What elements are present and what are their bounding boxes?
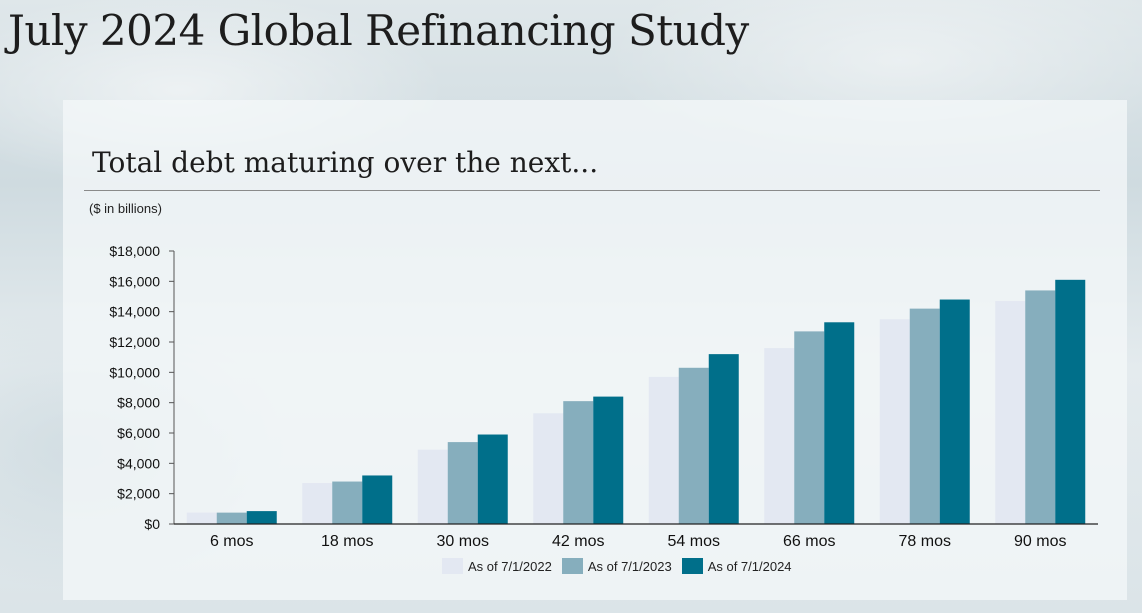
y-tick-label: $6,000 [117, 425, 160, 441]
bar [648, 376, 679, 524]
bar [939, 299, 970, 524]
bar [216, 512, 247, 524]
x-category-label: 18 mos [321, 533, 373, 550]
x-category-label: 66 mos [783, 533, 835, 550]
chart-title: Total debt maturing over the next... [92, 146, 599, 179]
y-tick-label: $4,000 [117, 455, 160, 471]
bar [708, 354, 739, 524]
bar [563, 401, 594, 524]
legend-label: As of 7/1/2024 [707, 558, 792, 574]
y-tick-label: $16,000 [109, 273, 160, 289]
x-category-label: 42 mos [552, 533, 604, 550]
bar [824, 322, 855, 524]
bar [1025, 290, 1056, 524]
legend-item: As of 7/1/2024 [681, 558, 792, 574]
x-category-label: 30 mos [437, 533, 489, 550]
y-tick-label: $14,000 [109, 304, 160, 320]
bar [362, 475, 393, 524]
bar [417, 449, 448, 524]
bar [302, 483, 333, 524]
bar [794, 331, 825, 524]
bar [477, 434, 508, 524]
legend-item: As of 7/1/2022 [442, 558, 552, 574]
chart-legend: As of 7/1/2022 As of 7/1/2023 As of 7/1/20… [442, 558, 802, 574]
bar [533, 413, 564, 524]
x-category-label: 78 mos [899, 533, 951, 550]
y-tick-label: $12,000 [109, 334, 160, 350]
page-title: July 2024 Global Refinancing Study [8, 6, 749, 55]
bar [593, 396, 624, 524]
bar [995, 301, 1026, 524]
bar [678, 367, 709, 524]
y-tick-label: $0 [144, 516, 160, 532]
y-tick-label: $10,000 [109, 364, 160, 380]
bar [332, 481, 363, 524]
bar [909, 308, 940, 524]
y-tick-label: $2,000 [117, 486, 160, 502]
bar [764, 348, 795, 524]
legend-label: As of 7/1/2023 [587, 558, 672, 574]
title-divider [84, 190, 1100, 191]
y-tick-label: $18,000 [109, 243, 160, 259]
units-label: ($ in billions) [89, 201, 162, 216]
legend-swatch [681, 558, 703, 574]
y-tick-label: $8,000 [117, 395, 160, 411]
x-category-label: 54 mos [668, 533, 720, 550]
bar [447, 442, 478, 524]
bar [879, 319, 910, 524]
legend-item: As of 7/1/2023 [561, 558, 672, 574]
x-category-label: 6 mos [210, 533, 254, 550]
legend-swatch [442, 558, 463, 574]
x-category-label: 90 mos [1014, 533, 1066, 550]
bar [246, 511, 277, 524]
bar [1055, 279, 1086, 524]
legend-swatch [561, 558, 583, 574]
bar [186, 512, 217, 524]
legend-label: As of 7/1/2022 [468, 558, 552, 574]
